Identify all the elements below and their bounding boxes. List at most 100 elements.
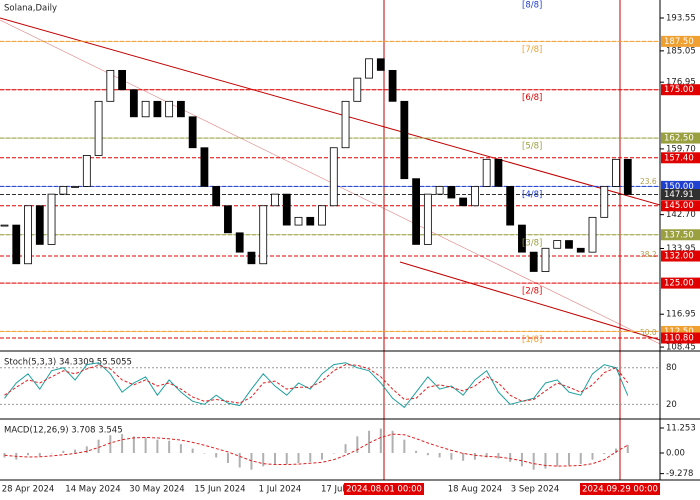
murrey-label: [7/8] (522, 45, 542, 55)
macd-bar (121, 434, 124, 454)
candle (435, 186, 444, 195)
macd-bar (262, 453, 265, 467)
macd-bar (97, 439, 100, 454)
macd-title: MACD(12,26,9) 3.708 3.545 (4, 426, 123, 436)
y-tick-label: 142.70 (666, 210, 696, 220)
price-marker-label: 132.00 (664, 252, 694, 262)
macd-bar (62, 450, 65, 454)
macd-bar (285, 453, 288, 465)
price-marker (661, 250, 700, 262)
macd-bar (532, 453, 535, 470)
y-tick-label: 193.55 (666, 13, 696, 23)
candle (612, 158, 620, 187)
macd-bar (191, 448, 194, 454)
y-tick-label: 116.95 (666, 310, 696, 320)
murrey-label: [3/8] (522, 238, 542, 248)
murrey-label: [8/8] (522, 1, 542, 11)
candle (71, 186, 79, 188)
macd-bar (450, 453, 453, 460)
price-marker-label: 175.00 (664, 85, 694, 95)
main-plot (0, 40, 660, 339)
macd-bar (297, 453, 300, 464)
candle (259, 205, 268, 265)
y-tick-label: 11.253 (666, 424, 696, 434)
x-tick-label: 2024.09.29 00:00 (582, 485, 658, 495)
y-tick-label: 108.45 (666, 343, 696, 353)
date-marker (580, 483, 660, 495)
candle (423, 193, 432, 245)
macd-bar (473, 453, 476, 460)
fib-label: 50.0 (640, 328, 657, 337)
macd-bar (109, 435, 112, 454)
candle (141, 100, 150, 118)
candle (588, 216, 597, 253)
candle (318, 205, 326, 226)
candle (200, 147, 209, 187)
macd-bar (509, 453, 512, 462)
chart-title: Solana,Daily (4, 4, 57, 14)
murrey-label: [5/8] (522, 142, 542, 152)
candle (529, 251, 538, 272)
x-tick-label: 15 Jun 2024 (194, 485, 245, 495)
candle (541, 247, 550, 272)
candle (459, 197, 468, 207)
price-marker-label: 137.50 (664, 230, 694, 240)
macd-bar (497, 453, 500, 459)
candle (35, 205, 44, 245)
macd-bar (309, 453, 312, 462)
price-marker (661, 200, 700, 212)
candle (94, 100, 103, 156)
y-tick-label: 20 (666, 400, 677, 410)
candle (12, 224, 21, 265)
stoch-title: Stoch(5,3,3) 34.3309 55.5055 (4, 358, 132, 368)
candle (470, 186, 479, 207)
candle (447, 186, 456, 199)
candle (412, 178, 421, 245)
candle (388, 69, 397, 102)
macd-bar (403, 439, 406, 454)
macd-bar (356, 436, 359, 454)
price-marker (661, 229, 700, 241)
candle (282, 193, 291, 226)
macd-bar (462, 453, 465, 461)
candle (576, 247, 585, 253)
candle (165, 100, 174, 118)
candle (212, 186, 221, 207)
stoch-d-line (4, 364, 629, 404)
macd-bar (226, 453, 229, 464)
macd-bar (215, 453, 218, 458)
candle (494, 158, 503, 187)
date-marker (344, 483, 424, 495)
price-marker-label: 145.00 (664, 201, 694, 211)
price-marker (661, 188, 700, 200)
y-tick-label: 176.95 (666, 78, 696, 88)
candle (271, 193, 279, 207)
candle (341, 100, 350, 149)
macd-bar (368, 430, 371, 454)
candle (129, 89, 138, 118)
candle (247, 251, 256, 265)
price-marker (661, 132, 700, 144)
fib-label: 23.6 (640, 177, 657, 186)
murrey-label: [4/8] (522, 190, 542, 200)
candle (59, 186, 68, 195)
y-tick-label: 185.05 (666, 46, 696, 56)
murrey-label: [6/8] (522, 93, 542, 103)
macd-bar (50, 453, 53, 454)
macd-bar (132, 436, 135, 454)
macd-bar (74, 449, 77, 454)
macd-bar (332, 453, 335, 454)
price-marker-label: 110.80 (664, 334, 694, 344)
macd-bar (38, 453, 41, 457)
y-tick-label: 133.95 (666, 244, 696, 254)
price-marker-label: 150.00 (664, 182, 694, 192)
candle (353, 77, 362, 102)
price-marker (661, 152, 700, 164)
macd-bar (556, 453, 559, 467)
macd-bar (520, 453, 523, 467)
candle (188, 116, 197, 149)
candle (24, 205, 32, 265)
macd-bar (426, 453, 429, 456)
candle (235, 232, 244, 253)
